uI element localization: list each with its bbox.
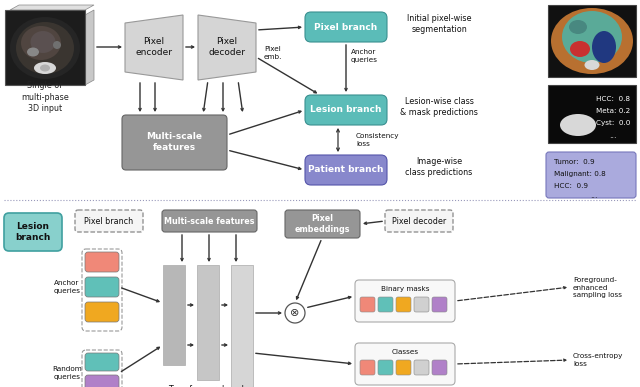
Text: Anchor
queries: Anchor queries	[351, 49, 378, 63]
Text: Foreground-
enhanced
sampling loss: Foreground- enhanced sampling loss	[573, 277, 622, 298]
Bar	[5, 10, 85, 85]
FancyBboxPatch shape	[75, 210, 143, 232]
Bar	[163, 265, 185, 365]
Text: Pixel branch: Pixel branch	[314, 22, 378, 31]
Text: HCC:  0.8: HCC: 0.8	[596, 96, 630, 102]
FancyBboxPatch shape	[378, 297, 393, 312]
FancyBboxPatch shape	[305, 95, 387, 125]
Bar	[231, 265, 253, 387]
Text: ...: ...	[609, 130, 617, 139]
Text: Initial pixel-wise
segmentation: Initial pixel-wise segmentation	[407, 14, 471, 34]
Ellipse shape	[569, 20, 587, 34]
Ellipse shape	[10, 17, 80, 79]
Bar	[548, 5, 636, 77]
Text: Multi-scale features: Multi-scale features	[164, 216, 254, 226]
FancyBboxPatch shape	[546, 152, 636, 198]
Ellipse shape	[40, 65, 50, 72]
Polygon shape	[10, 5, 94, 10]
FancyBboxPatch shape	[305, 155, 387, 185]
FancyBboxPatch shape	[85, 302, 119, 322]
FancyBboxPatch shape	[85, 277, 119, 297]
Ellipse shape	[34, 62, 56, 74]
FancyBboxPatch shape	[360, 360, 375, 375]
Text: Lesion branch: Lesion branch	[310, 106, 381, 115]
Text: Tumor:  0.9: Tumor: 0.9	[554, 159, 595, 165]
Ellipse shape	[562, 11, 622, 63]
Text: Transformer decoder: Transformer decoder	[168, 385, 252, 387]
Polygon shape	[198, 15, 256, 80]
Text: Pixel
emb.: Pixel emb.	[264, 46, 282, 60]
Text: Single or
multi-phase
3D input: Single or multi-phase 3D input	[21, 81, 69, 113]
Text: Pixel
embeddings: Pixel embeddings	[294, 214, 349, 234]
FancyBboxPatch shape	[162, 210, 257, 232]
Text: Binary masks: Binary masks	[381, 286, 429, 292]
Text: Pixel decoder: Pixel decoder	[392, 216, 446, 226]
Ellipse shape	[584, 60, 600, 70]
Text: Cyst:  0.0: Cyst: 0.0	[596, 120, 630, 126]
FancyBboxPatch shape	[85, 353, 119, 371]
FancyBboxPatch shape	[432, 360, 447, 375]
Text: Patient branch: Patient branch	[308, 166, 384, 175]
Text: Anchor
queries: Anchor queries	[54, 280, 81, 294]
Polygon shape	[125, 15, 183, 80]
FancyBboxPatch shape	[85, 375, 119, 387]
Text: Pixel branch: Pixel branch	[84, 216, 134, 226]
Ellipse shape	[27, 48, 39, 57]
FancyBboxPatch shape	[85, 252, 119, 272]
FancyBboxPatch shape	[122, 115, 227, 170]
FancyBboxPatch shape	[305, 12, 387, 42]
Text: Classes: Classes	[392, 349, 419, 355]
FancyBboxPatch shape	[355, 280, 455, 322]
Text: Cross-entropy
loss: Cross-entropy loss	[573, 353, 623, 366]
Text: Consistency
loss: Consistency loss	[356, 133, 399, 147]
Text: Random
queries: Random queries	[52, 366, 82, 380]
Ellipse shape	[551, 8, 633, 74]
Text: ...: ...	[590, 190, 598, 200]
Polygon shape	[85, 10, 94, 85]
FancyBboxPatch shape	[285, 210, 360, 238]
Ellipse shape	[31, 31, 56, 53]
FancyBboxPatch shape	[355, 343, 455, 385]
Text: Pixel
encoder: Pixel encoder	[136, 37, 173, 57]
Text: Meta: 0.2: Meta: 0.2	[596, 108, 630, 114]
FancyBboxPatch shape	[396, 360, 411, 375]
Ellipse shape	[16, 22, 74, 74]
FancyBboxPatch shape	[396, 297, 411, 312]
Text: Malignant: 0.8: Malignant: 0.8	[554, 171, 605, 177]
Text: Image-wise
class predictions: Image-wise class predictions	[405, 157, 472, 177]
FancyBboxPatch shape	[360, 297, 375, 312]
Ellipse shape	[21, 26, 61, 60]
FancyBboxPatch shape	[385, 210, 453, 232]
Ellipse shape	[592, 31, 616, 63]
FancyBboxPatch shape	[414, 297, 429, 312]
Text: Lesion
branch: Lesion branch	[15, 222, 51, 242]
Text: Lesion-wise class
& mask predictions: Lesion-wise class & mask predictions	[400, 97, 478, 117]
FancyBboxPatch shape	[4, 213, 62, 251]
Bar	[197, 265, 219, 380]
Text: HCC:  0.9: HCC: 0.9	[554, 183, 588, 189]
Ellipse shape	[53, 41, 61, 49]
Text: Pixel
decoder: Pixel decoder	[209, 37, 246, 57]
FancyBboxPatch shape	[414, 360, 429, 375]
Text: ⊗: ⊗	[291, 308, 300, 318]
Ellipse shape	[560, 114, 596, 136]
Circle shape	[285, 303, 305, 323]
Text: Multi-scale
features: Multi-scale features	[146, 132, 202, 152]
FancyBboxPatch shape	[432, 297, 447, 312]
FancyBboxPatch shape	[378, 360, 393, 375]
Bar	[548, 85, 636, 143]
Ellipse shape	[570, 41, 590, 57]
